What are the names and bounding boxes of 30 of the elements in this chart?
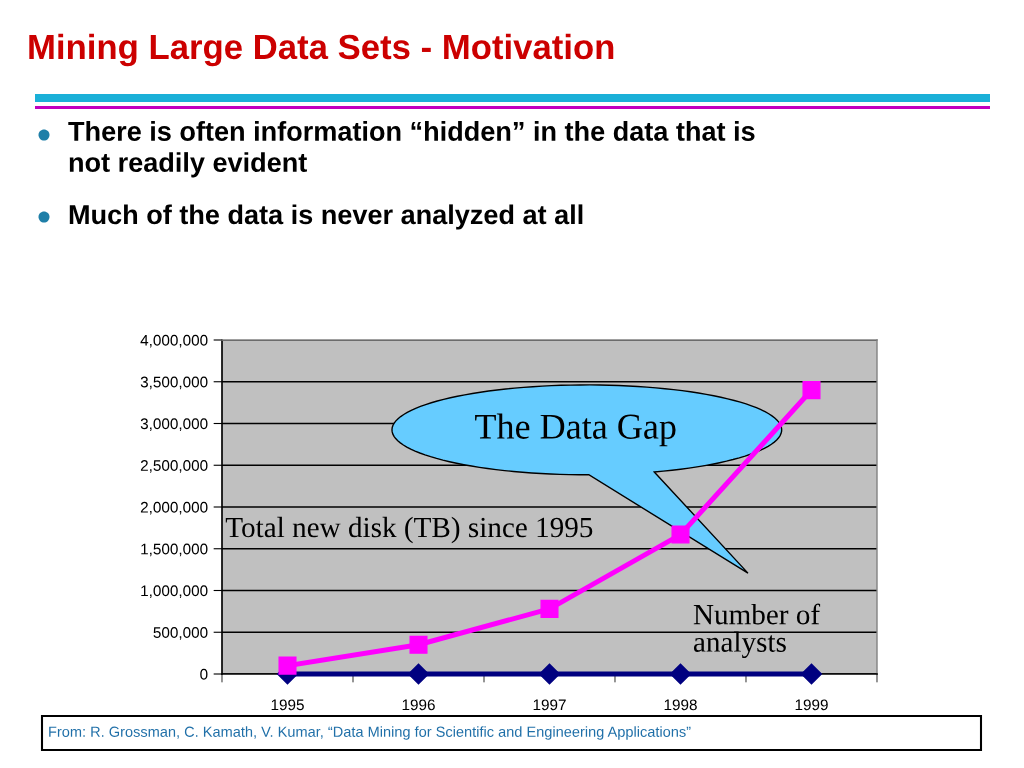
- y-tick-label: 2,500,000: [140, 460, 208, 473]
- y-tick-label: 500,000: [153, 627, 208, 640]
- point: [802, 381, 821, 400]
- point: [278, 656, 297, 675]
- text: There is often information “hidden” in the data that is not readily evident: [68, 121, 755, 178]
- chart-title: Mining Large Data Sets - Motivation: [29, 33, 614, 67]
- point: [671, 525, 690, 544]
- point: [407, 663, 430, 685]
- text: Much of the data is never analyzed at all: [69, 204, 583, 230]
- x-tick-label: 1999: [795, 699, 828, 711]
- x-tick-label: 1998: [664, 699, 697, 711]
- text: From: R. Grossman, C. Kamath, V. Kumar, “Data Mining for Scientific and Engineering Applications”: [49, 726, 691, 740]
- x-tick-label: 1997: [533, 699, 566, 711]
- series-label: Number of analysts: [693, 603, 821, 658]
- y-tick-label: 1,500,000: [141, 543, 208, 557]
- y-tick-label: 2,000,000: [140, 501, 208, 515]
- point: [669, 663, 692, 685]
- point: [800, 663, 823, 685]
- y-tick-label: 3,500,000: [140, 376, 208, 390]
- x-tick-label: 1995: [271, 699, 304, 711]
- annotation: The Data Gap: [475, 413, 676, 447]
- point: [540, 599, 559, 618]
- x-tick-label: 1996: [402, 699, 435, 711]
- point: [409, 635, 428, 654]
- series-label: Total new disk (TB) since 1995: [225, 516, 593, 544]
- y-tick-label: 1,000,000: [141, 585, 208, 598]
- y-tick-label: 3,000,000: [140, 418, 208, 431]
- y-tick-label: 0: [200, 668, 208, 680]
- y-tick-label: 4,000,000: [140, 334, 208, 348]
- point: [538, 663, 561, 685]
